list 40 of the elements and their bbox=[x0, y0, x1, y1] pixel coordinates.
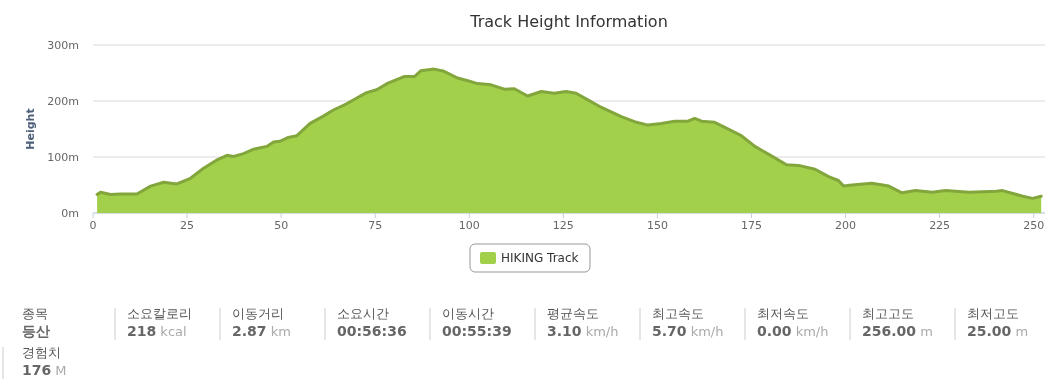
x-tick-label: 125 bbox=[552, 219, 574, 232]
y-tick-label: 100m bbox=[47, 151, 79, 164]
text: 256.00 m bbox=[862, 323, 933, 339]
text: 25.00 m bbox=[967, 323, 1029, 339]
text: 이동시간 bbox=[442, 306, 494, 321]
y-tick-label: 300m bbox=[47, 39, 79, 52]
y-tick-label: 200m bbox=[47, 95, 79, 108]
chart-title: Track Height Information bbox=[469, 12, 668, 31]
text: 경험치 bbox=[22, 345, 61, 360]
x-tick-label: 0 bbox=[89, 219, 97, 232]
text: 3.10 km/h bbox=[547, 323, 619, 339]
text: 최저고도 bbox=[967, 306, 1019, 321]
y-axis-title: Height bbox=[24, 108, 37, 150]
text: 등산 bbox=[22, 323, 50, 339]
text: 최고고도 bbox=[862, 306, 914, 321]
text: 176 M bbox=[22, 362, 67, 378]
text: 0.00 km/h bbox=[757, 323, 829, 339]
text: 소요시간 bbox=[337, 306, 389, 321]
text: 소요칼로리 bbox=[127, 306, 192, 321]
legend-label: HIKING Track bbox=[501, 251, 579, 265]
x-tick-label: 150 bbox=[646, 219, 668, 232]
x-tick-label: 75 bbox=[368, 219, 383, 232]
x-tick-label: 200 bbox=[835, 219, 857, 232]
x-tick-label: 175 bbox=[741, 219, 762, 232]
text: 2.87 km bbox=[232, 323, 291, 339]
text: 최저속도 bbox=[757, 306, 809, 321]
x-tick-label: 25 bbox=[180, 219, 195, 232]
x-tick-label: 100 bbox=[458, 219, 480, 232]
y-tick-label: 0m bbox=[61, 207, 79, 220]
text: 이동거리 bbox=[232, 306, 284, 321]
x-tick-label: 225 bbox=[929, 219, 951, 232]
text: 최고속도 bbox=[652, 306, 704, 321]
text: 00:56:36 bbox=[337, 323, 407, 339]
text: 평균속도 bbox=[547, 306, 599, 321]
x-tick-label: 250 bbox=[1023, 219, 1045, 232]
text: 5.70 km/h bbox=[652, 323, 724, 339]
x-tick-label: 50 bbox=[274, 219, 289, 232]
text: 종목 bbox=[22, 306, 48, 321]
text: 00:55:39 bbox=[442, 323, 512, 339]
text: 218 kcal bbox=[127, 323, 187, 339]
